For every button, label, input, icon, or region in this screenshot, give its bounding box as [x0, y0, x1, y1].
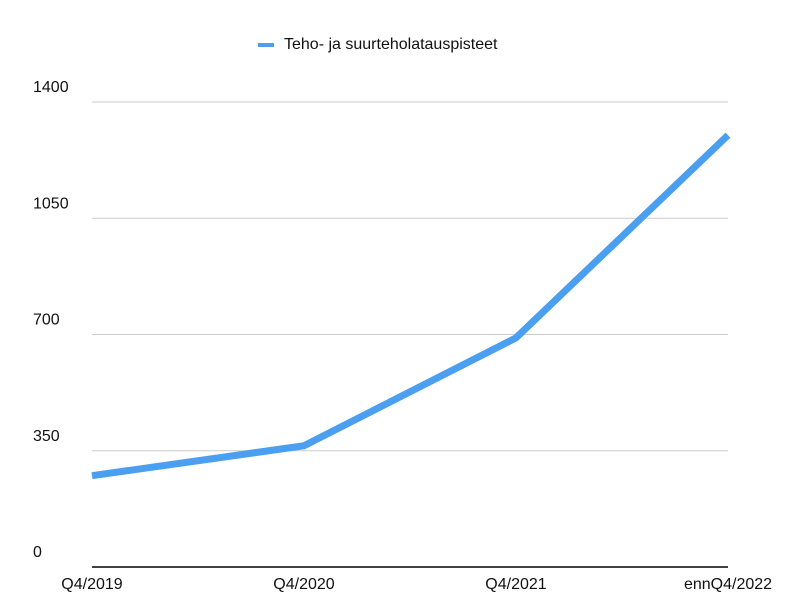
x-tick-label: Q4/2019 [61, 576, 122, 593]
y-tick-label: 350 [33, 428, 60, 445]
legend-label: Teho- ja suurteholatauspisteet [284, 36, 498, 53]
x-tick-label: Q4/2021 [485, 576, 546, 593]
y-tick-label: 0 [33, 544, 42, 561]
x-tick-label: Q4/2020 [273, 576, 334, 593]
y-tick-label: 700 [33, 312, 60, 329]
y-tick-label: 1400 [33, 79, 69, 96]
data-line [91, 132, 731, 480]
y-tick-label: 1050 [33, 195, 69, 212]
x-tick-label: ennQ4/2022 [684, 576, 772, 593]
